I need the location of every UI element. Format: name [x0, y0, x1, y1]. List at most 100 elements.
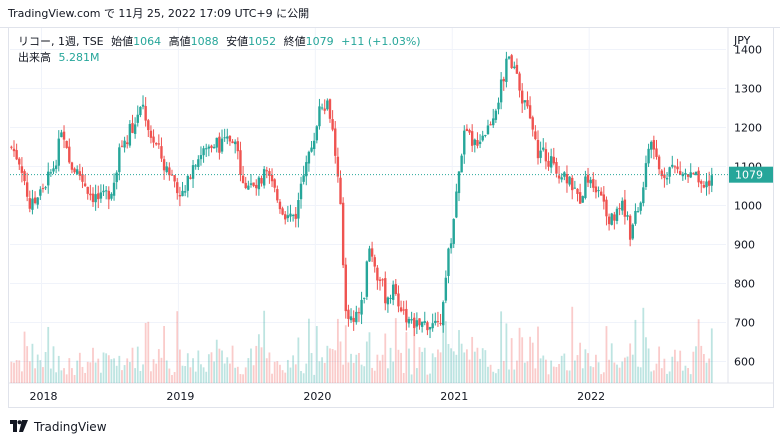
tradingview-logo-icon[interactable]	[10, 419, 28, 435]
price-chart[interactable]: 60070080090010001100120013001400JPY20182…	[0, 28, 780, 408]
candle-body	[268, 171, 271, 176]
volume-bar	[576, 355, 579, 383]
candle-body	[136, 114, 139, 123]
candle-body	[81, 174, 84, 182]
volume-bar	[300, 371, 302, 383]
candle-body	[368, 248, 371, 262]
volume-bar	[139, 370, 142, 383]
candle-body	[576, 188, 579, 194]
candle-body	[510, 55, 513, 68]
volume-bar	[344, 325, 347, 383]
volume-bar	[321, 357, 323, 383]
candle-body	[639, 202, 642, 211]
candle-body	[75, 169, 79, 174]
volume-bar	[497, 368, 500, 383]
candle-body	[310, 147, 313, 152]
volume-bar	[347, 362, 350, 383]
volume-bar	[647, 348, 650, 383]
candle-body	[700, 181, 703, 184]
candle-body	[336, 156, 340, 177]
volume-bar	[47, 326, 50, 383]
volume-bar	[608, 359, 610, 383]
volume-bar	[310, 353, 313, 383]
candle-body	[215, 137, 218, 148]
candle-body	[207, 146, 211, 149]
volume-bar	[674, 349, 676, 383]
volume-bar	[537, 326, 539, 383]
x-tick-label: 2021	[440, 390, 468, 403]
volume-bar	[629, 343, 632, 383]
candle-body	[278, 201, 282, 210]
candle-body	[212, 146, 216, 149]
volume-bar	[329, 348, 331, 383]
volume-bar	[423, 347, 426, 383]
candle-body	[28, 198, 32, 209]
candle-body	[502, 78, 505, 82]
candle-body	[410, 319, 413, 321]
volume-bar	[405, 332, 408, 383]
volume-bar	[539, 358, 542, 383]
candle-body	[397, 293, 400, 307]
volume-bar	[637, 366, 639, 383]
candle-body	[52, 168, 55, 172]
candle-body	[247, 185, 250, 190]
candle-body	[586, 174, 590, 183]
volume-bar	[260, 347, 263, 383]
candle-body	[149, 130, 153, 138]
volume-bar	[376, 354, 379, 383]
volume-bar	[142, 364, 144, 383]
candle-body	[44, 187, 47, 189]
volume-bar	[602, 372, 605, 383]
volume-bar	[658, 346, 661, 383]
candle-body	[573, 187, 577, 189]
candle-body	[605, 199, 608, 217]
candle-body	[228, 135, 232, 142]
candle-body	[128, 124, 132, 146]
x-tick-label: 2019	[166, 390, 194, 403]
volume-value: 5.281M	[58, 51, 100, 64]
volume-bar	[489, 364, 492, 383]
candle-body	[613, 214, 616, 221]
candle-body	[289, 213, 292, 217]
candle-body	[542, 147, 545, 150]
candle-body	[378, 279, 382, 281]
candle-body	[10, 146, 13, 148]
volume-bar	[389, 347, 392, 383]
candle-body	[299, 183, 303, 200]
volume-bar	[97, 358, 100, 383]
candle-body	[523, 100, 527, 103]
candle-body	[120, 145, 124, 147]
candle-body	[710, 175, 713, 186]
y-tick-label: 1400	[734, 43, 762, 56]
volume-bar	[136, 346, 139, 383]
brand-name[interactable]: TradingView	[34, 420, 107, 434]
candle-body	[157, 143, 161, 145]
candle-body	[241, 175, 245, 184]
volume-bar	[523, 362, 526, 383]
volume-bar	[547, 374, 550, 383]
candle-body	[328, 99, 332, 119]
candle-body	[226, 136, 229, 139]
candle-body	[123, 140, 126, 148]
chart-frame	[8, 28, 774, 408]
candle-body	[18, 158, 21, 165]
candle-body	[628, 215, 632, 240]
candle-body	[415, 320, 419, 327]
candle-body	[373, 257, 376, 267]
candle-body	[650, 141, 653, 150]
volume-bar	[666, 373, 668, 383]
candle-body	[126, 142, 129, 145]
volume-bar	[144, 322, 147, 383]
candle-body	[705, 181, 708, 188]
candle-body	[434, 320, 437, 324]
candle-body	[344, 264, 347, 312]
volume-bar	[134, 368, 137, 383]
volume-bar	[23, 331, 26, 383]
candle-body	[634, 210, 637, 224]
volume-bar	[542, 355, 545, 383]
volume-bar	[652, 370, 655, 383]
volume-bar	[550, 360, 553, 383]
candle-body	[610, 213, 613, 225]
volume-bar	[631, 354, 634, 383]
candle-body	[663, 174, 666, 179]
